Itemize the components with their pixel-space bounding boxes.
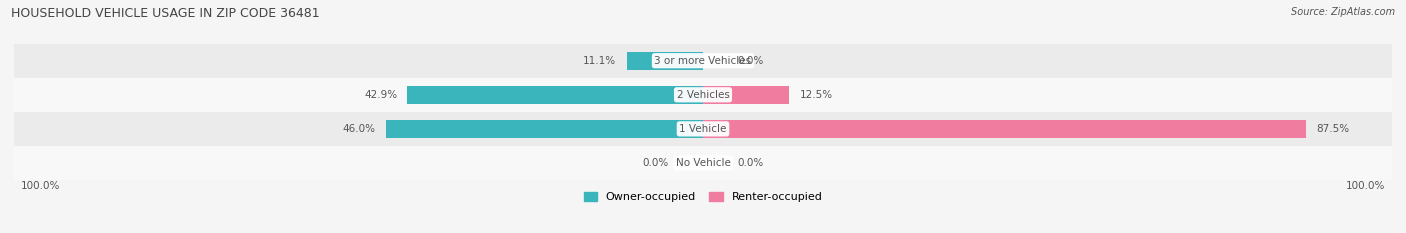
Text: Source: ZipAtlas.com: Source: ZipAtlas.com (1291, 7, 1395, 17)
Bar (14, 146, 1392, 180)
Text: 46.0%: 46.0% (343, 124, 375, 134)
Text: 87.5%: 87.5% (1316, 124, 1350, 134)
Text: No Vehicle: No Vehicle (675, 158, 731, 168)
Text: 11.1%: 11.1% (583, 56, 616, 66)
Text: 12.5%: 12.5% (800, 90, 832, 100)
Text: 2 Vehicles: 2 Vehicles (676, 90, 730, 100)
Text: 1 Vehicle: 1 Vehicle (679, 124, 727, 134)
Bar (14, 112, 1392, 146)
Bar (387, 120, 703, 138)
Text: 0.0%: 0.0% (643, 158, 669, 168)
Text: 100.0%: 100.0% (1346, 181, 1385, 191)
Text: HOUSEHOLD VEHICLE USAGE IN ZIP CODE 36481: HOUSEHOLD VEHICLE USAGE IN ZIP CODE 3648… (11, 7, 321, 20)
Text: 42.9%: 42.9% (364, 90, 396, 100)
Legend: Owner-occupied, Renter-occupied: Owner-occupied, Renter-occupied (579, 188, 827, 207)
Text: 0.0%: 0.0% (738, 158, 763, 168)
Bar (14, 44, 1392, 78)
Bar (408, 86, 703, 104)
Bar (703, 86, 789, 104)
Bar (703, 120, 1306, 138)
Bar (627, 52, 703, 70)
Bar (14, 78, 1392, 112)
Text: 0.0%: 0.0% (738, 56, 763, 66)
Text: 100.0%: 100.0% (21, 181, 60, 191)
Text: 3 or more Vehicles: 3 or more Vehicles (654, 56, 752, 66)
